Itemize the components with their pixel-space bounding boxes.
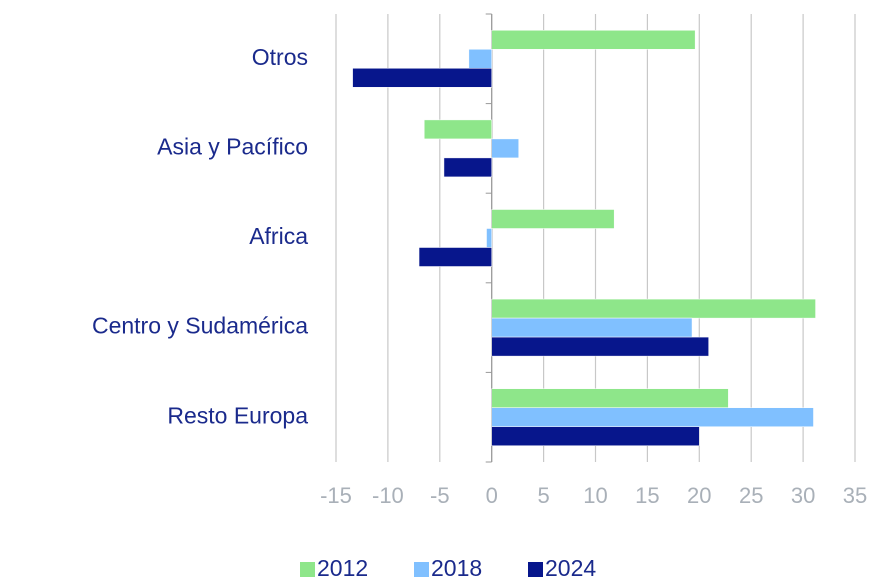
bar <box>443 157 492 178</box>
x-tick-label: 15 <box>635 483 659 508</box>
y-tick-label: Otros <box>252 44 308 70</box>
bar <box>491 138 519 159</box>
bar <box>423 119 492 140</box>
legend-swatch <box>414 562 429 577</box>
bar <box>491 388 729 408</box>
legend-label: 2012 <box>317 555 368 581</box>
x-tick-label: 25 <box>739 483 763 508</box>
y-tick-label: Africa <box>249 223 308 249</box>
bar <box>491 209 615 229</box>
legend-swatch <box>528 562 543 577</box>
x-tick-label: 0 <box>486 483 498 508</box>
bar <box>491 426 700 446</box>
y-tick-label: Centro y Sudamérica <box>92 313 308 339</box>
bar <box>491 336 709 357</box>
y-tick-label: Asia y Pacífico <box>157 133 308 159</box>
x-tick-label: -10 <box>372 483 404 508</box>
x-tick-label: 5 <box>537 483 549 508</box>
bar <box>352 68 492 88</box>
bar <box>491 30 696 50</box>
bar <box>491 407 814 427</box>
x-tick-label: 20 <box>687 483 711 508</box>
y-tick-label: Resto Europa <box>167 402 308 428</box>
x-tick-label: -5 <box>430 483 450 508</box>
bar <box>486 228 492 248</box>
bar <box>418 247 492 267</box>
x-tick-label: 35 <box>843 483 867 508</box>
x-tick-label: 10 <box>583 483 607 508</box>
legend-label: 2024 <box>545 555 596 581</box>
bar <box>491 298 816 319</box>
bar <box>491 317 693 338</box>
legend-label: 2018 <box>431 555 482 581</box>
x-tick-label: -15 <box>320 483 352 508</box>
legend-swatch <box>300 562 315 577</box>
bar <box>468 49 492 69</box>
x-tick-label: 30 <box>791 483 815 508</box>
